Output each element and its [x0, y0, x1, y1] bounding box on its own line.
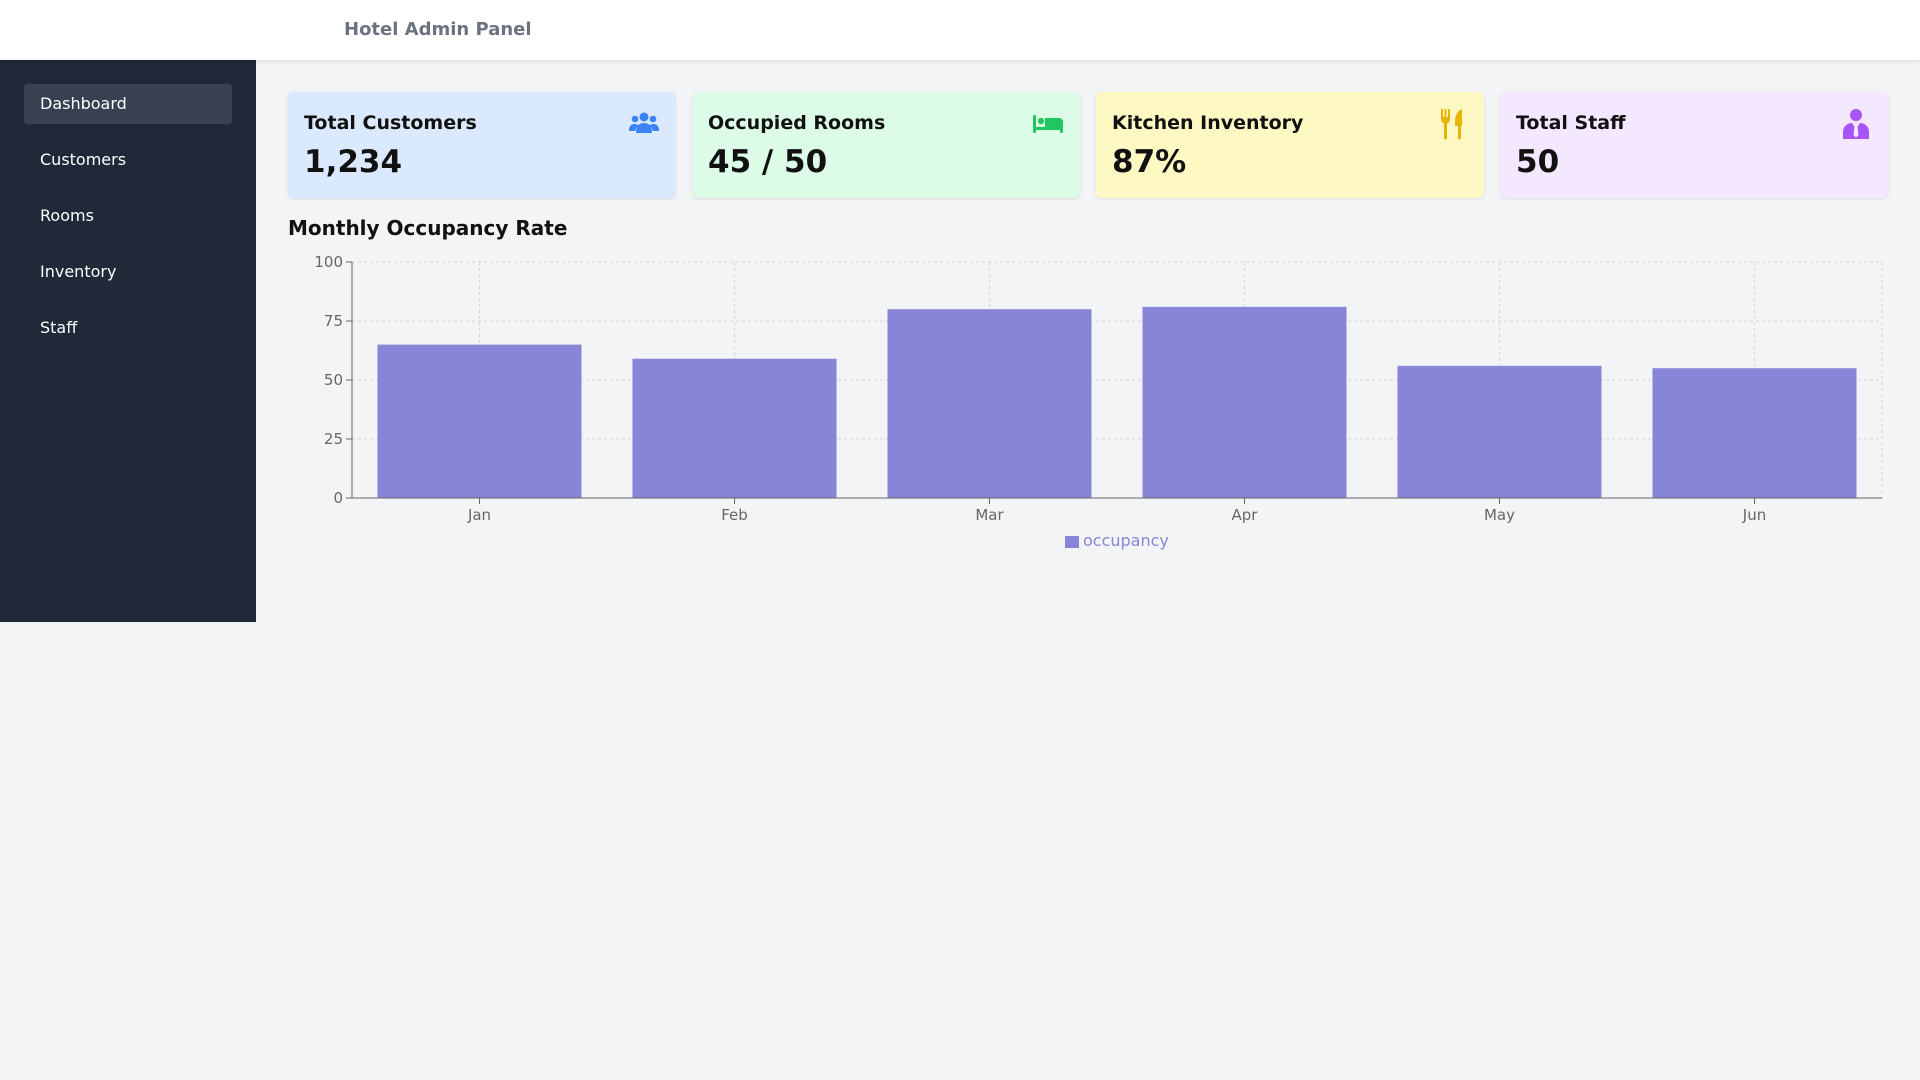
stat-card-label: Total Staff: [1516, 112, 1626, 134]
stat-card-value: 1,234: [304, 144, 403, 180]
bed-icon: [1033, 115, 1063, 133]
sidebar: Dashboard Customers Rooms Inventory Staf…: [0, 60, 256, 622]
bar-may: [1397, 365, 1602, 498]
x-tick-label: Feb: [721, 506, 748, 524]
y-tick-label: 100: [314, 253, 343, 271]
x-tick-label: Apr: [1232, 506, 1259, 524]
top-bar: Hotel Admin Panel: [0, 0, 1920, 60]
stat-card-inventory: Kitchen Inventory 87%: [1096, 92, 1484, 198]
bar-mar: [887, 309, 1092, 498]
stat-card-value: 45 / 50: [708, 144, 828, 180]
sidebar-item-dashboard[interactable]: Dashboard: [24, 84, 232, 124]
stat-card-staff: Total Staff 50: [1500, 92, 1888, 198]
x-tick-label: Jun: [1742, 506, 1766, 524]
stat-card-rooms: Occupied Rooms 45 / 50: [692, 92, 1080, 198]
stat-card-label: Kitchen Inventory: [1112, 112, 1304, 134]
sidebar-item-rooms[interactable]: Rooms: [40, 206, 94, 225]
bar-feb: [632, 358, 837, 498]
stat-card-value: 50: [1516, 144, 1560, 180]
utensils-icon: [1441, 109, 1462, 140]
occupancy-bar-chart: 0 25 50 75 100 Jan Feb Mar Apr May Jun occupancy: [314, 253, 1883, 550]
y-tick-label: 50: [324, 371, 343, 389]
sidebar-item-staff[interactable]: Staff: [40, 318, 78, 337]
bar-jun: [1652, 368, 1857, 498]
y-tick-label: 75: [324, 312, 343, 330]
stat-card-label: Occupied Rooms: [708, 112, 886, 134]
stat-card-customers: Total Customers 1,234: [288, 92, 676, 198]
users-icon: [629, 112, 659, 133]
bar-jan: [377, 344, 582, 498]
x-tick-label: Mar: [975, 506, 1004, 524]
legend-label: occupancy: [1083, 531, 1169, 550]
app-title: Hotel Admin Panel: [344, 19, 532, 40]
sidebar-item-customers[interactable]: Customers: [40, 150, 127, 169]
sidebar-item-inventory[interactable]: Inventory: [40, 262, 117, 281]
staff-icon: [1843, 109, 1869, 139]
bar-apr: [1142, 306, 1347, 498]
legend-swatch: [1065, 536, 1079, 548]
y-tick-label: 25: [324, 430, 343, 448]
stat-card-label: Total Customers: [304, 112, 477, 134]
x-tick-label: Jan: [467, 506, 491, 524]
stat-card-value: 87%: [1112, 144, 1187, 180]
x-tick-label: May: [1484, 506, 1515, 524]
y-tick-label: 0: [333, 489, 343, 507]
chart-title: Monthly Occupancy Rate: [288, 216, 568, 240]
